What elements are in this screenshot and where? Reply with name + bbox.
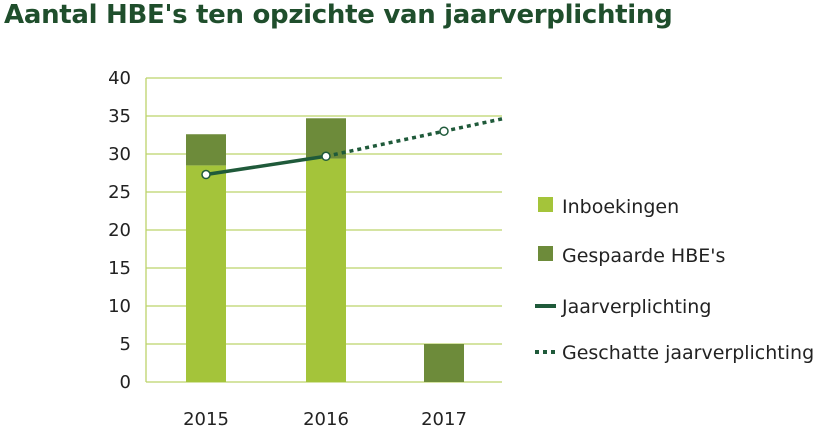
legend-label: Geschatte jaarverplichting [562,342,814,364]
y-tick-label: 0 [120,372,131,393]
line-geschatte-jaarverplichting [325,117,503,158]
y-tick-label: 15 [108,258,131,279]
legend-label: Gespaarde HBE's [562,245,725,267]
line-jaarverplichting [205,154,327,177]
y-tick-label: 20 [108,220,131,241]
line-point [439,126,449,136]
lines [201,117,503,180]
y-tick-label: 10 [108,296,131,317]
x-tick-label: 2017 [421,409,467,430]
legend-label: Jaarverplichting [561,296,711,318]
y-tick-label: 30 [108,144,131,165]
x-tick-labels: 2015 2016 2017 [183,409,467,430]
line-point [201,169,211,180]
bar-inboekingen-2016 [306,158,346,382]
legend-swatch [538,197,553,212]
legend: Inboekingen Gespaarde HBE's Jaarverplichti… [535,196,814,364]
legend-swatch [538,246,553,261]
y-tick-labels: 0 5 10 15 20 25 30 35 40 [108,68,131,393]
bar-gespaarde-hbe-s-2015 [186,134,226,166]
y-tick-label: 25 [108,182,131,203]
x-tick-label: 2015 [183,409,229,430]
chart-title: Aantal HBE's ten opzichte van jaarverpli… [4,0,673,30]
bar-gespaarde-hbe-s-2017 [424,344,464,382]
y-tick-label: 5 [120,334,131,355]
x-tick-label: 2016 [303,409,349,430]
bar-inboekingen-2015 [186,165,226,382]
line-point [321,151,331,162]
bars [186,118,464,382]
y-tick-label: 35 [108,106,131,127]
y-tick-label: 40 [108,68,131,89]
legend-label: Inboekingen [562,196,679,218]
